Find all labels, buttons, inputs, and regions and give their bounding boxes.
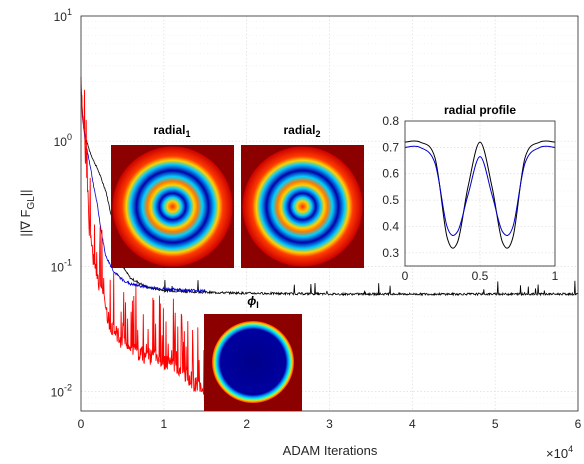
profile-x-tick-label: 0	[402, 269, 409, 283]
x-tick-label: 0	[78, 417, 85, 431]
x-tick-label: 4	[409, 417, 416, 431]
profile-y-tick-label: 0.5	[382, 193, 399, 207]
profile-y-tick-label: 0.3	[382, 246, 399, 260]
x-tick-label: 1	[160, 417, 167, 431]
inset-phi-disk	[212, 321, 294, 403]
inset-radial-2-rings	[243, 147, 363, 267]
inset-radial-2-title: radial2	[283, 123, 320, 139]
profile-title: radial profile	[444, 103, 516, 117]
profile-y-tick-label: 0.4	[382, 219, 399, 233]
x-axis-label: ADAM Iterations	[283, 443, 378, 458]
profile-y-tick-label: 0.8	[382, 114, 399, 128]
x-tick-label: 2	[243, 417, 250, 431]
x-tick-label: 5	[492, 417, 499, 431]
profile-y-tick-label: 0.7	[382, 140, 399, 154]
y-tick-label: 101	[54, 7, 72, 24]
x-tick-label: 6	[575, 417, 582, 431]
y-tick-label: 100	[54, 132, 72, 149]
y-axis-label: ||∇ FGL||	[18, 189, 37, 236]
inset-radial-1-rings	[113, 147, 233, 267]
x-tick-label: 3	[326, 417, 333, 431]
profile-x-tick-label: 1	[552, 269, 559, 283]
y-tick-labels: 10-2 10-1 100 101	[51, 7, 72, 400]
y-tick-label: 10-2	[51, 383, 72, 400]
profile-y-tick-label: 0.6	[382, 167, 399, 181]
x-axis-multiplier: ×104	[546, 444, 573, 461]
radial-profile-plot: 0 0.5 1 0.3 0.4 0.5 0.6 0.7 0.8 radial profile	[382, 103, 558, 283]
y-tick-label: 10-1	[51, 257, 72, 274]
inset-radial-1-title: radial1	[153, 123, 190, 139]
y-axis-label-text: ||∇ FGL||	[18, 189, 37, 236]
x-tick-labels: 0 1 2 3 4 5 6	[78, 417, 582, 431]
profile-x-tick-label: 0.5	[472, 269, 489, 283]
